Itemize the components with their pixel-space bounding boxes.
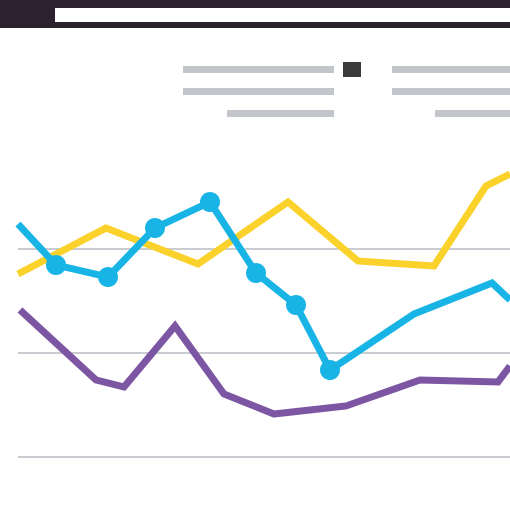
series-blue-point [98, 267, 118, 287]
series-blue-point [286, 295, 306, 315]
series-yellow-line [16, 170, 510, 278]
series-blue-line [15, 197, 510, 376]
square-icon [343, 62, 361, 77]
series-purple-line [17, 307, 510, 418]
series-blue-point [320, 360, 340, 380]
legend-text-line [183, 66, 334, 73]
address-bar[interactable] [55, 8, 510, 22]
legend-text-line [435, 110, 510, 117]
legend [183, 62, 510, 117]
series-blue-point [46, 255, 66, 275]
series-blue-point [145, 218, 165, 238]
series-blue-point [200, 192, 220, 212]
legend-text-line [227, 110, 334, 117]
legend-text-line [392, 66, 510, 73]
legend-text-line [392, 88, 510, 95]
legend-text-line [183, 88, 334, 95]
series-blue-point [246, 263, 266, 283]
chart-grid [18, 248, 510, 458]
chart-series [15, 170, 510, 418]
